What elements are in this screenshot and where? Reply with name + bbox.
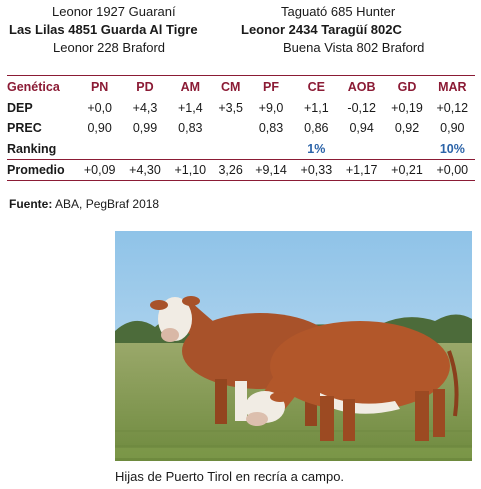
- pedigree-left-dam: Leonor 228 Braford: [53, 40, 166, 55]
- table-cell: +1,17: [339, 159, 385, 181]
- table-cell: [384, 138, 429, 160]
- table-cell: 0,83: [258, 121, 284, 135]
- table-cell: +4,3: [132, 101, 158, 115]
- ranking-mar: 10%: [439, 141, 465, 156]
- table-cell: +1,1: [303, 101, 329, 115]
- table-cell: [339, 138, 384, 160]
- table-cell: +0,21: [384, 159, 430, 181]
- table-cell: +3,5: [218, 101, 243, 115]
- table-header-row: Genética PN PD AM CM PF CE AOB GD MAR: [7, 75, 475, 98]
- column-header: AM: [167, 75, 213, 98]
- row-label: Promedio: [7, 159, 77, 181]
- table-cell: +0,19: [391, 101, 423, 115]
- table-header-label: Genética: [7, 75, 77, 98]
- ranking-ce: 1%: [307, 141, 326, 156]
- cattle-photo: [115, 231, 472, 461]
- row-label: DEP: [7, 101, 33, 115]
- cattle-photo-illustration: [115, 231, 472, 461]
- row-label: PREC: [7, 121, 42, 135]
- table-row-prec: PREC 0,90 0,99 0,83 0,83 0,86 0,94 0,92 …: [7, 118, 475, 138]
- table-cell: +4,30: [122, 159, 168, 181]
- table-cell: +0,0: [87, 101, 112, 115]
- genetics-table: Genética PN PD AM CM PF CE AOB GD MAR DE…: [7, 75, 475, 181]
- table-cell: [213, 138, 248, 160]
- table-cell: +0,00: [429, 159, 475, 181]
- table-cell: 0,90: [87, 121, 112, 135]
- table-cell: +0,12: [436, 101, 469, 115]
- table-cell: [168, 138, 213, 160]
- table-row-ranking: Ranking 1% 10%: [7, 138, 475, 160]
- table-cell: 0,86: [304, 121, 329, 135]
- row-label: Ranking: [7, 141, 57, 156]
- table-cell: +0,09: [77, 159, 123, 181]
- table-cell: [122, 138, 167, 160]
- column-header: PN: [77, 75, 123, 98]
- column-header: CE: [293, 75, 339, 98]
- column-header: PD: [122, 75, 168, 98]
- column-header: CM: [212, 75, 249, 98]
- source-label: Fuente:: [9, 197, 53, 211]
- column-header: GD: [384, 75, 430, 98]
- table-cell: 0,92: [394, 121, 420, 135]
- table-cell: +1,10: [167, 159, 213, 181]
- table-cell: [213, 118, 248, 138]
- photo-caption: Hijas de Puerto Tirol en recría a campo.: [115, 469, 345, 484]
- table-cell: 3,26: [212, 159, 249, 181]
- table-cell: -0,12: [347, 101, 376, 115]
- table-cell: +0,33: [293, 159, 339, 181]
- pedigree-right-dam: Buena Vista 802 Braford: [283, 40, 425, 55]
- table-cell: 0,94: [349, 121, 374, 135]
- pedigree: Leonor 1927 Guaraní Las Lilas 4851 Guard…: [0, 4, 481, 62]
- source-text: ABA, PegBraf 2018: [52, 197, 160, 211]
- table-cell: 0,83: [178, 121, 203, 135]
- pedigree-right-sire: Taguató 685 Hunter: [281, 4, 396, 19]
- column-header: MAR: [429, 75, 475, 98]
- table-cell: [248, 138, 293, 160]
- table-row-promedio: Promedio +0,09 +4,30 +1,10 3,26 +9,14 +0…: [7, 159, 475, 181]
- source-note: Fuente: ABA, PegBraf 2018: [9, 197, 159, 211]
- table-cell: [77, 138, 122, 160]
- table-cell: +9,14: [248, 159, 294, 181]
- table-row-dep: DEP +0,0 +4,3 +1,4 +3,5 +9,0 +1,1 -0,12 …: [7, 98, 475, 118]
- pedigree-left-animal: Las Lilas 4851 Guarda Al Tigre: [9, 22, 198, 37]
- table-cell: 0,99: [132, 121, 158, 135]
- table-cell: +1,4: [177, 101, 203, 115]
- column-header: AOB: [339, 75, 385, 98]
- column-header: PF: [248, 75, 294, 98]
- pedigree-left-sire: Leonor 1927 Guaraní: [52, 4, 176, 19]
- table-cell: +9,0: [258, 101, 284, 115]
- pedigree-right-animal: Leonor 2434 Taragüí 802C: [241, 22, 402, 37]
- table-cell: 0,90: [440, 121, 465, 135]
